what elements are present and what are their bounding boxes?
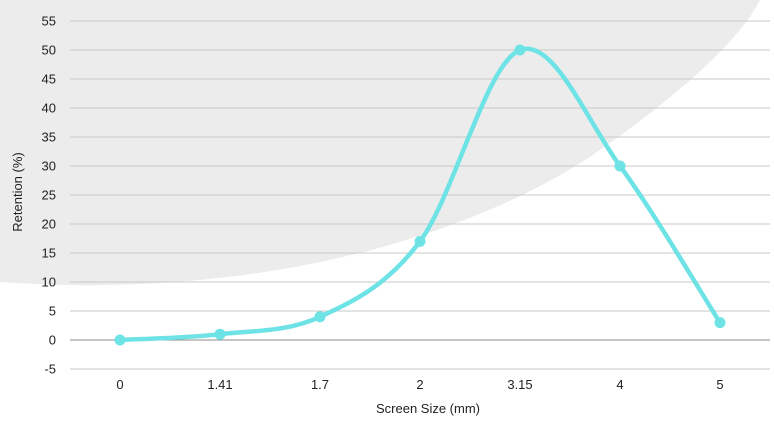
- y-tick-label: 0: [49, 333, 56, 348]
- y-tick-label: 15: [42, 246, 56, 261]
- x-tick-label: 4: [616, 377, 623, 392]
- x-tick-label: 2: [416, 377, 423, 392]
- data-point: [414, 235, 426, 247]
- y-tick-label: 55: [42, 14, 56, 29]
- data-point: [614, 160, 626, 172]
- y-axis-title: Retention (%): [10, 152, 25, 231]
- x-axis-title: Screen Size (mm): [376, 401, 480, 416]
- data-point: [114, 334, 126, 346]
- background-decoration: [0, 0, 760, 286]
- y-tick-label: -5: [44, 362, 56, 377]
- y-axis-ticks: -5 0 5 10 15 20 25 30 35 40 45 50 55: [42, 14, 56, 377]
- y-tick-label: 40: [42, 101, 56, 116]
- y-tick-label: 20: [42, 217, 56, 232]
- x-axis-ticks: 0 1.41 1.7 2 3.15 4 5: [116, 377, 723, 392]
- y-tick-label: 10: [42, 275, 56, 290]
- y-tick-label: 35: [42, 130, 56, 145]
- data-point: [514, 44, 526, 56]
- series-layer: [114, 44, 726, 346]
- data-point: [214, 328, 226, 340]
- data-point: [714, 317, 726, 329]
- gridlines: [70, 20, 770, 370]
- y-tick-label: 25: [42, 188, 56, 203]
- x-tick-label: 0: [116, 377, 123, 392]
- x-tick-label: 5: [716, 377, 723, 392]
- y-tick-label: 45: [42, 72, 56, 87]
- x-tick-label: 1.7: [311, 377, 329, 392]
- y-tick-label: 5: [49, 304, 56, 319]
- y-tick-label: 50: [42, 43, 56, 58]
- x-tick-label: 1.41: [207, 377, 232, 392]
- x-tick-label: 3.15: [507, 377, 532, 392]
- data-point: [314, 311, 326, 323]
- y-tick-label: 30: [42, 159, 56, 174]
